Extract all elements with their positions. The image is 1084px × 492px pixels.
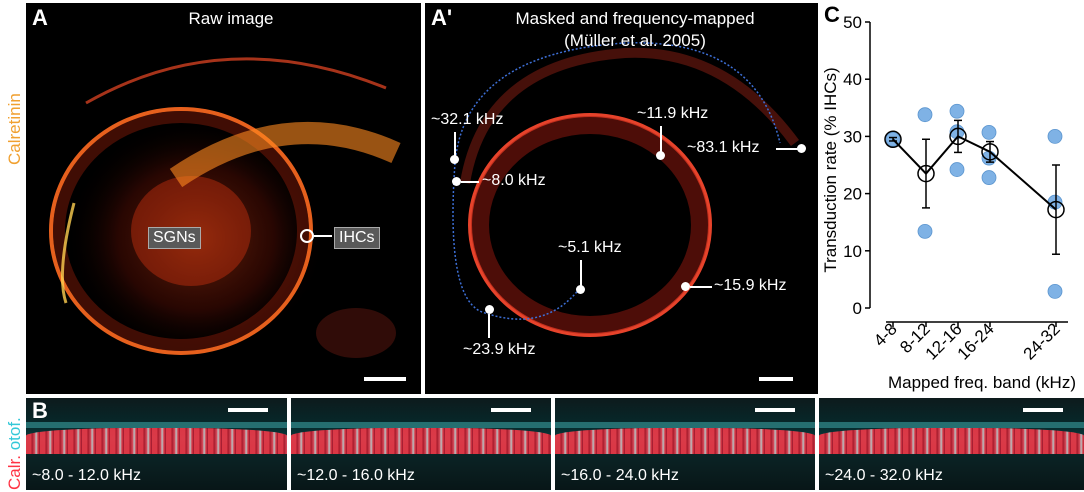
freq-line-5-1 [580, 260, 582, 286]
cochlea-raw-svg [49, 57, 401, 358]
x-tick-label-4-8: 4-8 [870, 319, 901, 350]
ihcs-circle-marker [300, 229, 314, 243]
point-8-12-1 [917, 223, 933, 239]
sgns-tag: SGNs [148, 227, 201, 249]
scale-bar-b4 [1023, 408, 1063, 412]
freq-line-8-0 [461, 181, 479, 183]
freq-dot-11-9 [656, 151, 665, 160]
freq-dot-83-1 [797, 144, 806, 153]
mean-8-12 [917, 164, 935, 183]
y-tick-label-40: 40 [843, 70, 862, 89]
freq-line-83-1 [776, 148, 798, 150]
cochlea-mapped-svg [452, 42, 800, 337]
panel-a-prime-image: A' Masked and frequency-mapped (Müller e… [425, 3, 818, 394]
panel-a-image: A Raw image SGNs IHCs [26, 3, 421, 394]
scale-bar-b1 [228, 408, 268, 412]
mean-4-8 [884, 130, 902, 149]
point-24-32-0 [1047, 128, 1063, 144]
scale-bar-b3 [755, 408, 795, 412]
y-axis-label: Transduction rate (% IHCs) [821, 67, 840, 272]
freq-dot-23-9 [485, 305, 494, 314]
freq-label-23-9: ~23.9 kHz [463, 341, 536, 358]
panel-a-title: Raw image [188, 9, 274, 28]
scale-bar-a [364, 377, 406, 381]
strip-3-label: ~16.0 - 24.0 kHz [561, 467, 679, 484]
strip-4: ~24.0 - 32.0 kHz [819, 398, 1084, 490]
otof-text: otof. [5, 417, 24, 451]
point-16-24-2 [981, 170, 997, 185]
strip-2: ~12.0 - 16.0 kHz [291, 398, 551, 490]
point-12-16-0 [949, 103, 965, 119]
sep-text: / [5, 450, 24, 456]
strip-1: ~8.0 - 12.0 kHz [26, 398, 287, 490]
panel-c-letter: C [824, 2, 840, 27]
panel-a-letter: A [32, 5, 48, 30]
freq-label-5-1: ~5.1 kHz [558, 239, 622, 256]
freq-label-11-9: ~11.9 kHz [637, 105, 709, 122]
mean-24-32 [1047, 200, 1065, 219]
y-tick-label-20: 20 [843, 185, 862, 204]
y-tick-label-30: 30 [843, 127, 862, 146]
freq-label-83-1: ~83.1 kHz [687, 139, 760, 156]
strip-4-label: ~24.0 - 32.0 kHz [825, 467, 943, 484]
freq-dot-32-1 [450, 155, 459, 164]
panel-b-letter: B [32, 398, 48, 423]
mean-12-16 [949, 127, 967, 146]
y-tick-label-0: 0 [853, 299, 862, 318]
calr-otof-side-label: Calr./otof. [5, 417, 25, 490]
freq-line-23-9 [488, 314, 490, 338]
freq-label-15-9: ~15.9 kHz [714, 277, 787, 294]
freq-label-8-0: ~8.0 kHz [482, 172, 546, 189]
calretinin-side-label: Calretinin [5, 93, 24, 165]
freq-line-32-1 [454, 132, 456, 159]
panel-a-prime-title-2: (Müller et al. 2005) [564, 31, 706, 50]
x-axis-label: Mapped freq. band (kHz) [888, 373, 1076, 392]
y-tick-label-10: 10 [843, 242, 862, 261]
point-24-32-2 [1047, 284, 1063, 299]
y-tick-label-50: 50 [843, 13, 862, 32]
strip-1-label: ~8.0 - 12.0 kHz [32, 467, 141, 484]
calr-text: Calr. [5, 455, 24, 490]
ihcs-connector [314, 235, 332, 237]
x-tick-label-16-24: 16-24 [954, 319, 998, 363]
point-16-24-0 [981, 124, 997, 140]
ihcs-tag: IHCs [334, 227, 380, 249]
scale-bar-a-prime [759, 377, 793, 381]
freq-dot-5-1 [576, 285, 585, 294]
panel-a-prime-letter: A' [431, 5, 453, 30]
strip-2-label: ~12.0 - 16.0 kHz [297, 467, 415, 484]
point-12-16-2 [949, 162, 965, 177]
strip-3: ~16.0 - 24.0 kHz [555, 398, 815, 490]
freq-label-32-1: ~32.1 kHz [431, 111, 504, 128]
freq-line-11-9 [660, 126, 662, 154]
freq-line-15-9 [690, 286, 712, 288]
freq-dot-15-9 [681, 282, 690, 291]
chart-c: C 0 10 20 30 40 50 Transduction rate (% IHCs) 4-… [821, 2, 1076, 392]
panel-a-prime-title-1: Masked and frequency-mapped [515, 9, 755, 28]
x-tick-label-24-32: 24-32 [1020, 319, 1064, 363]
point-8-12-0 [917, 107, 933, 123]
freq-dot-8-0 [452, 177, 461, 186]
mean-16-24 [981, 143, 999, 161]
scale-bar-b2 [491, 408, 531, 412]
